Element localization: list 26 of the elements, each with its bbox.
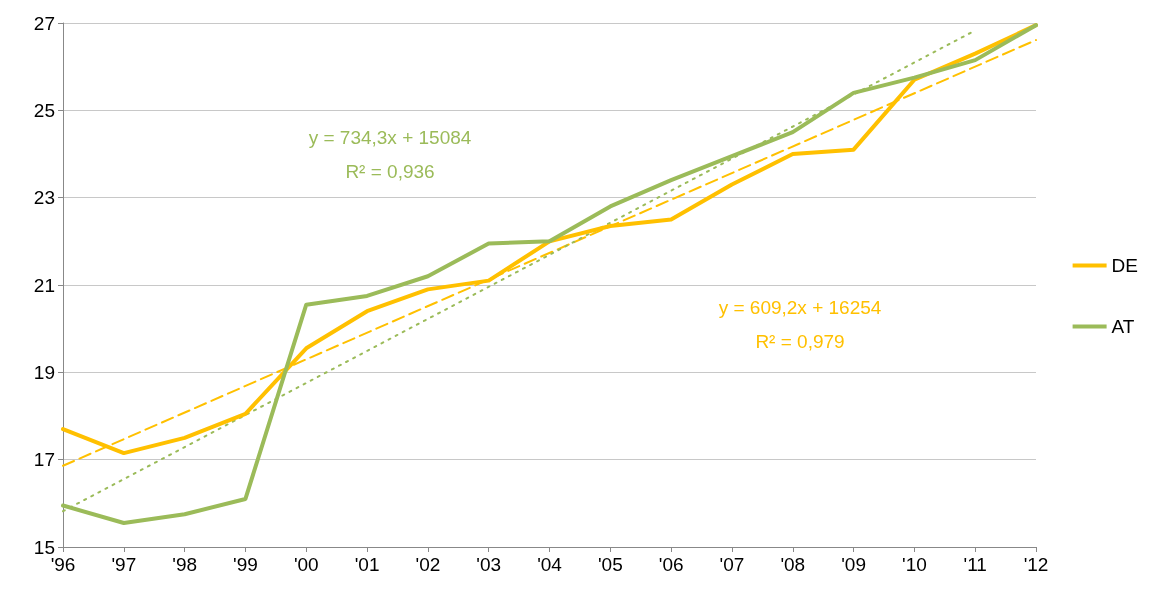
x-tick-label: '05 xyxy=(597,554,623,575)
annotation: y = 609,2x + 16254 R² = 0,979 xyxy=(718,296,882,352)
x-tick-label: '09 xyxy=(841,554,866,575)
x-tick-label: '10 xyxy=(901,554,927,575)
x-tick-label: '97 xyxy=(111,554,137,575)
x-tick-label: '08 xyxy=(780,554,806,575)
annotation: y = 734,3x + 15084 R² = 0,936 xyxy=(308,126,472,182)
y-tick-label: 19 xyxy=(33,361,55,383)
x-tick-label: '12 xyxy=(1023,554,1049,575)
y-tick-label: 17 xyxy=(33,449,55,471)
legend-label: DE xyxy=(1111,255,1139,276)
y-tick-label: 21 xyxy=(33,274,55,296)
x-tick-label: '11 xyxy=(963,554,987,575)
x-tick-label: '06 xyxy=(658,554,684,575)
x-tick-label: '03 xyxy=(476,554,502,575)
x-tick-label: '98 xyxy=(172,554,198,575)
x-tick-label: '99 xyxy=(233,554,258,575)
legend-label: AT xyxy=(1111,316,1135,337)
y-tick-label: 25 xyxy=(33,99,55,121)
x-tick-label: '01 xyxy=(354,554,380,575)
x-tick-label: '02 xyxy=(415,554,441,575)
x-tick-label: '07 xyxy=(719,554,745,575)
y-tick-label: 23 xyxy=(33,187,55,209)
x-tick-label: '00 xyxy=(293,554,319,575)
x-tick-label: '04 xyxy=(537,554,563,575)
y-tick-label: 27 xyxy=(33,12,55,34)
